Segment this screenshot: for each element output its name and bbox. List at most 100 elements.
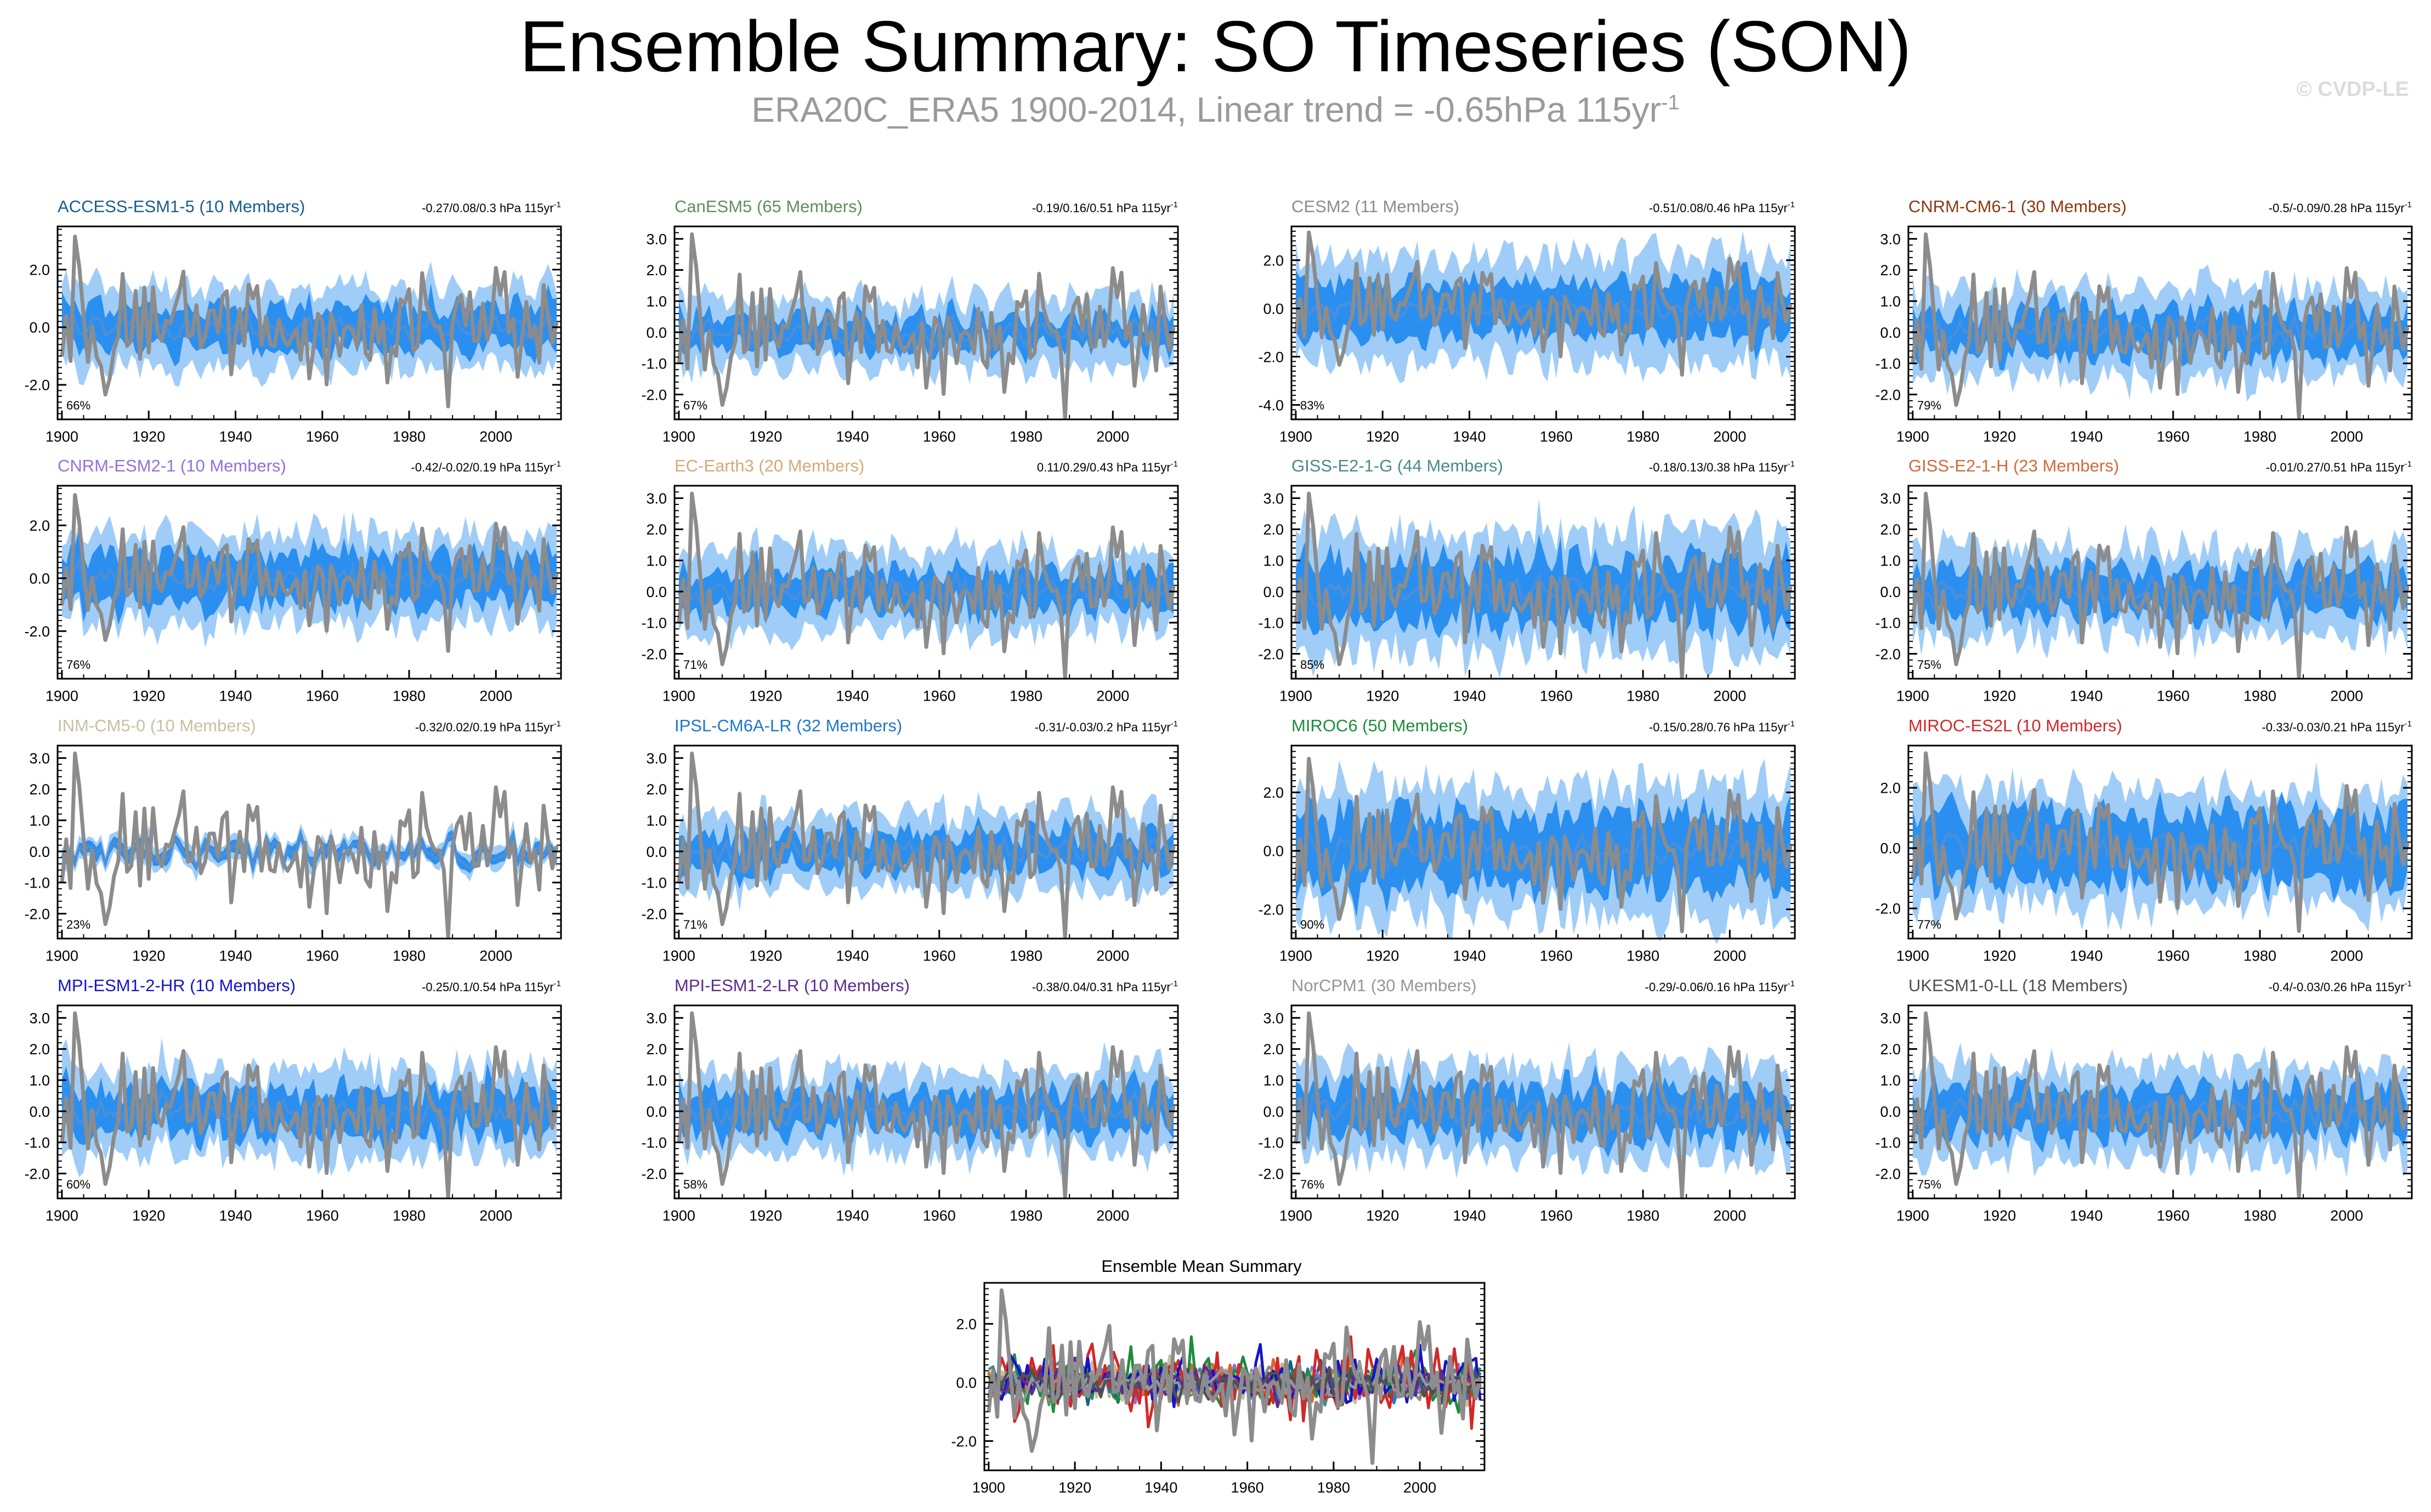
plot-frame (1290, 1004, 1796, 1200)
plot-frame (1907, 485, 2413, 680)
trend-values: -0.01/0.27/0.51 hPa 115yr (2266, 461, 2405, 474)
observed-line (1294, 491, 1793, 679)
plot-frame (1907, 225, 2413, 420)
x-tick-label: 1940 (1453, 1208, 1486, 1224)
trend-exponent: -1 (554, 979, 561, 988)
x-tick-label: 1960 (2157, 429, 2190, 445)
ensemble-mean-line (61, 555, 558, 599)
x-tick-label: 1960 (923, 429, 956, 445)
x-tick-label: 1900 (46, 1208, 78, 1224)
subtitle-exponent: -1 (1661, 91, 1680, 115)
x-tick-label: 2000 (1713, 948, 1746, 964)
percent-label: 85% (1300, 658, 1324, 672)
x-tick-label: 1980 (393, 1208, 426, 1224)
x-tick-label: 1960 (306, 688, 339, 704)
x-tick-label: 1960 (1540, 429, 1573, 445)
x-tick-label: 1980 (1627, 948, 1659, 964)
trend-values: -0.33/-0.03/0.21 hPa 115yr (2262, 720, 2405, 734)
credit-label: © CVDP-LE (2296, 78, 2409, 101)
x-tick-label: 1940 (1453, 429, 1486, 445)
x-tick-label: 1980 (1010, 688, 1042, 704)
y-tick-label: -1.0 (641, 1135, 667, 1151)
y-tick-label: -2.0 (24, 623, 50, 640)
trend-values: -0.4/-0.03/0.26 hPa 115yr (2269, 980, 2405, 994)
x-tick-label: 1920 (1366, 688, 1399, 704)
x-tick-label: 1980 (2243, 1208, 2276, 1224)
x-tick-label: 1960 (1540, 948, 1573, 964)
model-panel: -2.0 -1.0 0.0 1.0 2.0 3.0 1900 1920 1940 1960 1980… (1258, 456, 1796, 704)
trend-label: -0.51/0.08/0.46 hPa 115yr-1 (1649, 200, 1795, 215)
panel-title: MPI-ESM1-2-LR (10 Members) (675, 976, 910, 995)
x-tick-label: 1980 (1317, 1480, 1350, 1496)
ensemble-band-inner (1295, 1064, 1791, 1158)
panel-title: MIROC-ES2L (10 Members) (1908, 716, 2122, 735)
trend-exponent: -1 (554, 459, 561, 469)
model-panel: -2.0 -1.0 0.0 1.0 2.0 3.0 1900 1920 1940 1960 1980… (1875, 197, 2413, 445)
y-tick-label: 1.0 (1880, 293, 1901, 310)
x-tick-label: 1920 (132, 948, 165, 964)
percent-label: 58% (683, 1178, 707, 1191)
y-tick-label: 3.0 (1263, 1010, 1284, 1026)
plot-frame (1290, 485, 1796, 680)
panel-title: EC-Earth3 (20 Members) (675, 456, 864, 475)
x-tick-label: 1940 (219, 1208, 252, 1224)
trend-label: -0.29/-0.06/0.16 hPa 115yr-1 (1645, 979, 1795, 994)
ensemble-band-inner (61, 283, 557, 367)
observed-line (1911, 1011, 2410, 1199)
y-tick-label: 2.0 (1263, 785, 1284, 801)
model-panel: -2.0 -1.0 0.0 1.0 2.0 3.0 1900 1920 1940 1960 1980… (24, 976, 562, 1224)
x-tick-label: 1900 (1896, 1208, 1929, 1224)
trend-exponent: -1 (2405, 979, 2412, 988)
trend-exponent: -1 (1171, 459, 1178, 469)
x-tick-label: 1900 (1279, 688, 1312, 704)
x-tick-label: 1940 (1453, 948, 1486, 964)
x-tick-label: 1940 (836, 688, 869, 704)
y-tick-label: 2.0 (1263, 252, 1284, 269)
x-tick-label: 1920 (1983, 948, 2016, 964)
y-tick-label: 1.0 (1263, 553, 1284, 569)
page-title: Ensemble Summary: SO Timeseries (SON) (519, 6, 1912, 87)
y-tick-label: 0.0 (1880, 584, 1901, 600)
x-tick-label: 1920 (749, 429, 782, 445)
observed-line (60, 493, 559, 653)
model-panel: -2.0 -1.0 0.0 1.0 2.0 3.0 1900 1920 1940 1960 1980… (641, 197, 1179, 445)
x-tick-label: 2000 (1096, 948, 1129, 964)
y-tick-label: 2.0 (1263, 1041, 1284, 1058)
model-panel: -2.0 0.0 2.0 1900 1920 1940 1960 1980 2000 ACCESS… (24, 197, 562, 445)
x-tick-label: 1900 (1896, 429, 1929, 445)
ensemble-summary-panel: -2.0 0.0 2.0 1900 1920 1940 1960 1980 2000 Ensemb… (951, 1257, 1486, 1496)
x-tick-label: 2000 (1403, 1480, 1436, 1496)
y-tick-label: 0.0 (1880, 325, 1901, 341)
observed-line (1911, 491, 2410, 679)
trend-exponent: -1 (1171, 719, 1178, 729)
y-tick-label: -2.0 (1875, 901, 1901, 917)
x-tick-label: 1940 (219, 688, 252, 704)
trend-exponent: -1 (1788, 719, 1795, 729)
y-tick-label: 1.0 (646, 553, 667, 569)
y-tick-label: 0.0 (29, 320, 50, 336)
model-panel: -2.0 0.0 2.0 1900 1920 1940 1960 1980 2000 MIROC-… (1875, 716, 2413, 964)
trend-label: 0.11/0.29/0.43 hPa 115yr-1 (1037, 459, 1178, 474)
y-tick-label: 0.0 (29, 844, 50, 860)
x-tick-label: 1920 (1366, 948, 1399, 964)
x-tick-label: 1940 (2070, 1208, 2103, 1224)
y-tick-label: 3.0 (646, 750, 667, 766)
y-tick-label: 1.0 (29, 1072, 50, 1089)
plot-frame (673, 1004, 1179, 1200)
model-panel: -2.0 0.0 2.0 1900 1920 1940 1960 1980 2000 MIROC6… (1258, 716, 1796, 964)
trend-exponent: -1 (1171, 200, 1178, 209)
plot-frame (1907, 1004, 2413, 1200)
trend-exponent: -1 (2405, 719, 2412, 729)
model-panel: -2.0 -1.0 0.0 1.0 2.0 3.0 1900 1920 1940 1960 1980… (1875, 456, 2413, 704)
x-tick-label: 1960 (1540, 688, 1573, 704)
y-tick-label: -2.0 (1875, 1166, 1901, 1182)
x-tick-label: 1920 (1983, 1208, 2016, 1224)
panel-title: MIROC6 (50 Members) (1291, 716, 1468, 735)
percent-label: 90% (1300, 918, 1324, 931)
y-tick-label: -4.0 (1258, 397, 1284, 413)
x-tick-label: 1920 (1366, 429, 1399, 445)
x-tick-label: 2000 (1713, 688, 1746, 704)
x-tick-label: 1900 (1896, 948, 1929, 964)
x-tick-label: 1960 (2157, 948, 2190, 964)
trend-exponent: -1 (2405, 200, 2412, 209)
